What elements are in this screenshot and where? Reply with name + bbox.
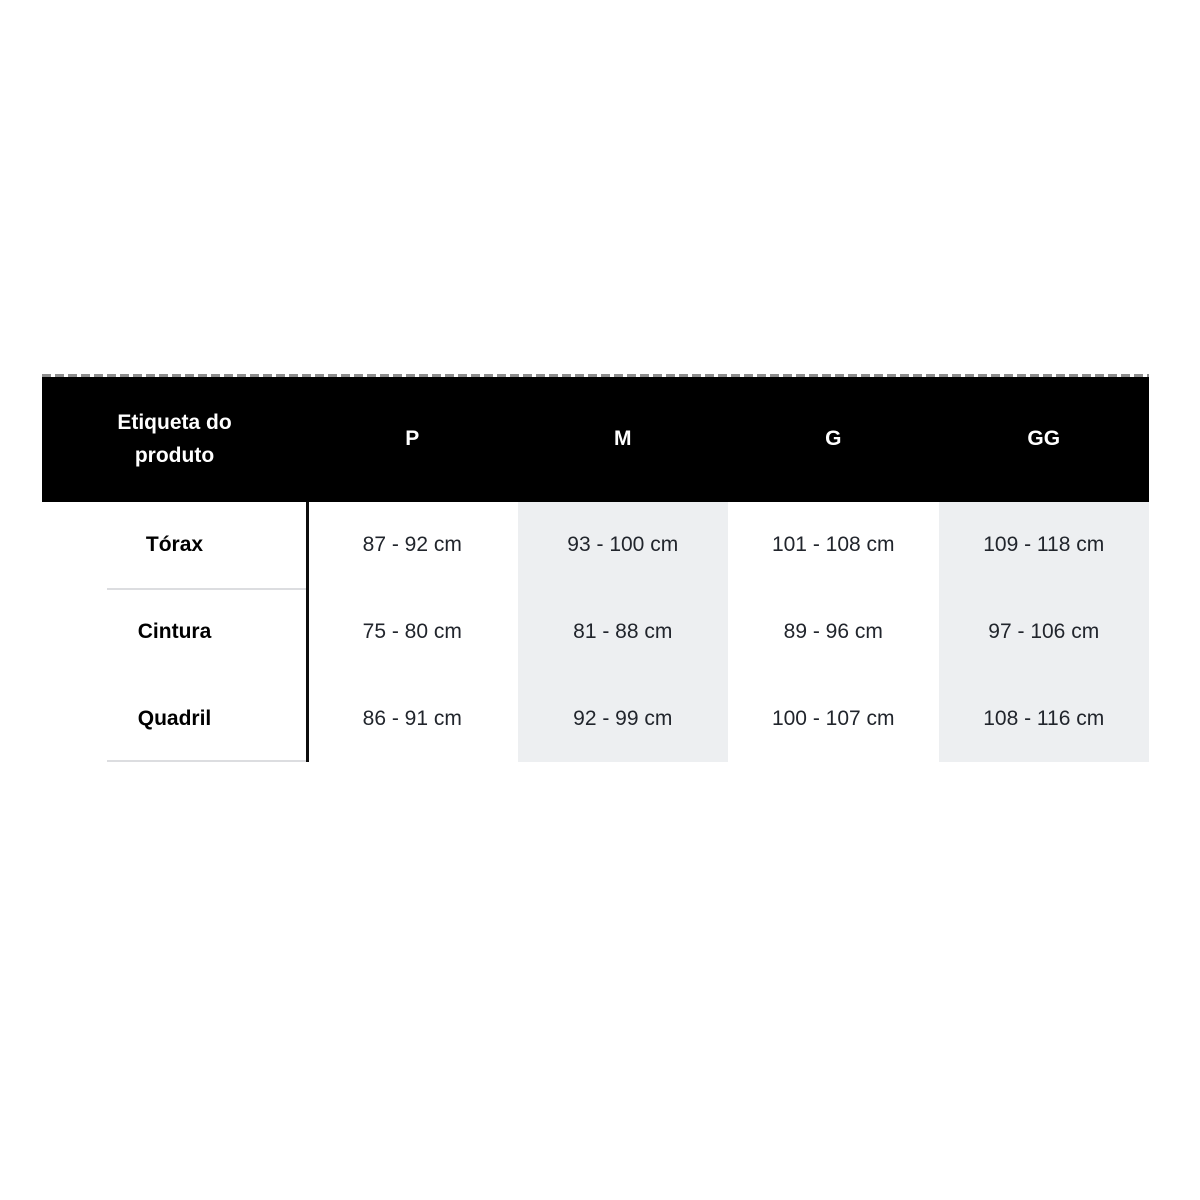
dashed-top-border — [42, 374, 1149, 377]
cell-torax-p: 87 - 92 cm — [362, 533, 462, 557]
header-cell-product-label: Etiqueta do produto — [42, 407, 307, 472]
header-cell-size-m: M — [614, 427, 632, 451]
header-cell-size-p: P — [405, 427, 420, 451]
cell-cintura-gg: 97 - 106 cm — [938, 588, 1149, 676]
cell-cintura-p: 75 - 80 cm — [362, 619, 462, 643]
cell-quadril-g: 100 - 107 cm — [771, 706, 895, 730]
cell-quadril-p: 86 - 91 cm — [362, 706, 462, 730]
cell-quadril-gg: 108 - 116 cm — [938, 675, 1149, 762]
header-label-text: Etiqueta do produto — [117, 410, 232, 467]
row-divider-bottom — [107, 760, 306, 762]
row-label-quadril: Quadril — [137, 706, 212, 730]
header-cell-size-gg: GG — [1027, 427, 1061, 451]
cell-quadril-m: 92 - 99 cm — [517, 675, 728, 762]
cell-torax-g: 101 - 108 cm — [771, 533, 895, 557]
row-divider-under-torax — [107, 588, 306, 590]
size-chart-table: Etiqueta do produto P M G GG Tórax 87 - … — [42, 374, 1149, 762]
header-cell-size-g: G — [825, 427, 842, 451]
cell-cintura-m: 81 - 88 cm — [517, 588, 728, 676]
row-label-torax: Tórax — [145, 533, 204, 557]
cell-torax-m: 93 - 100 cm — [517, 502, 728, 589]
size-chart-body: Tórax 87 - 92 cm 93 - 100 cm 101 - 108 c… — [42, 502, 1149, 762]
size-chart-header-row: Etiqueta do produto P M G GG — [42, 377, 1149, 502]
row-label-cintura: Cintura — [137, 619, 212, 643]
label-column-vertical-rule — [306, 502, 309, 762]
cell-torax-gg: 109 - 118 cm — [938, 502, 1149, 589]
cell-cintura-g: 89 - 96 cm — [783, 619, 883, 643]
